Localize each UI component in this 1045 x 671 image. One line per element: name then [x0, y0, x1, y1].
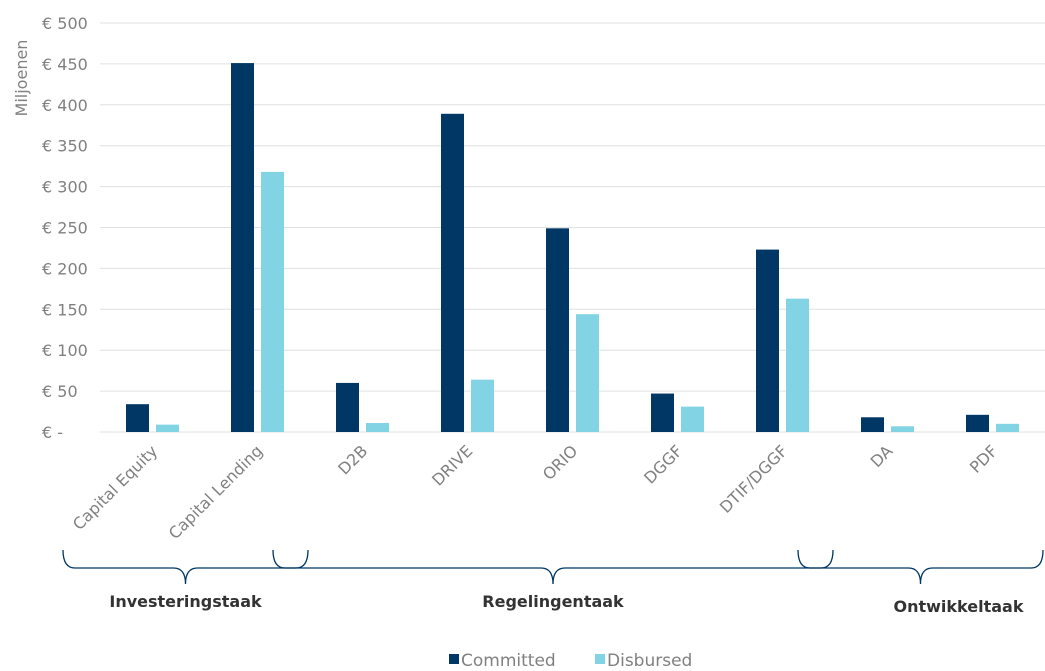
legend-swatch-committed — [449, 654, 459, 664]
y-axis-ticks: € - € 50 € 100 € 150 € 200 € 250 € 300 € 350 € 4… — [42, 14, 88, 442]
y-tick-label: € 450 — [42, 55, 88, 74]
y-tick-label: € 100 — [42, 341, 88, 360]
group-bracket — [272, 549, 834, 585]
y-tick-label: € 500 — [42, 14, 88, 33]
x-tick-label: DTIF/DGGF — [716, 441, 791, 516]
bar-committed-da — [861, 417, 884, 432]
bar-committed-pdf — [966, 414, 989, 432]
bar-disbursed-capital-lending — [261, 171, 284, 432]
group-bracket — [62, 549, 309, 585]
group-bracket — [797, 549, 1044, 585]
group-label: Regelingentaak — [482, 592, 624, 611]
group-label: Investeringstaak — [109, 592, 262, 611]
bar-disbursed-da — [891, 426, 914, 432]
bar-committed-drive — [441, 113, 464, 432]
bar-committed-orio — [546, 228, 569, 432]
bar-disbursed-pdf — [996, 423, 1019, 432]
legend-swatch-disbursed — [595, 654, 605, 664]
bar-disbursed-dtif-dggf — [786, 298, 809, 432]
x-tick-label: DA — [867, 441, 897, 471]
y-axis-label: Miljoenen — [12, 40, 31, 117]
y-tick-label: € 150 — [42, 300, 88, 319]
x-tick-label: DGGF — [640, 441, 686, 487]
bar-disbursed-capital-equity — [156, 424, 179, 432]
legend-label-committed: Committed — [461, 651, 556, 671]
y-tick-label: € 250 — [42, 219, 88, 238]
bar-committed-dggf — [651, 393, 674, 432]
bar-disbursed-dggf — [681, 406, 704, 432]
bar-disbursed-orio — [576, 314, 599, 432]
x-tick-label: DRIVE — [428, 441, 476, 489]
y-tick-label: € 400 — [42, 96, 88, 115]
y-tick-label: € - — [42, 423, 63, 442]
gridlines — [100, 22, 1045, 433]
x-tick-label: Capital Equity — [69, 441, 161, 533]
bar-committed-d2b — [336, 382, 359, 432]
group-label: Ontwikkeltaak — [894, 597, 1024, 616]
legend-label-disbursed: Disbursed — [607, 651, 692, 671]
bar-committed-capital-lending — [231, 63, 254, 432]
legend: Committed Disbursed — [449, 651, 692, 671]
bar-disbursed-d2b — [366, 423, 389, 432]
bar-committed-capital-equity — [126, 404, 149, 432]
x-axis-ticks: Capital Equity Capital Lending D2B DRIVE ORI… — [69, 441, 1001, 543]
x-tick-label: D2B — [334, 441, 371, 478]
bar-disbursed-drive — [471, 379, 494, 432]
x-tick-label: PDF — [966, 441, 1001, 476]
y-tick-label: € 50 — [42, 382, 78, 401]
x-tick-label: ORIO — [539, 441, 581, 483]
y-tick-label: € 300 — [42, 178, 88, 197]
bar-committed-dtif-dggf — [756, 249, 779, 432]
x-tick-label: Capital Lending — [165, 441, 267, 543]
bars — [126, 63, 1019, 432]
y-tick-label: € 200 — [42, 259, 88, 278]
category-groups: Investeringstaak Regelingentaak Ontwikkelt… — [62, 549, 1044, 616]
y-tick-label: € 350 — [42, 137, 88, 156]
